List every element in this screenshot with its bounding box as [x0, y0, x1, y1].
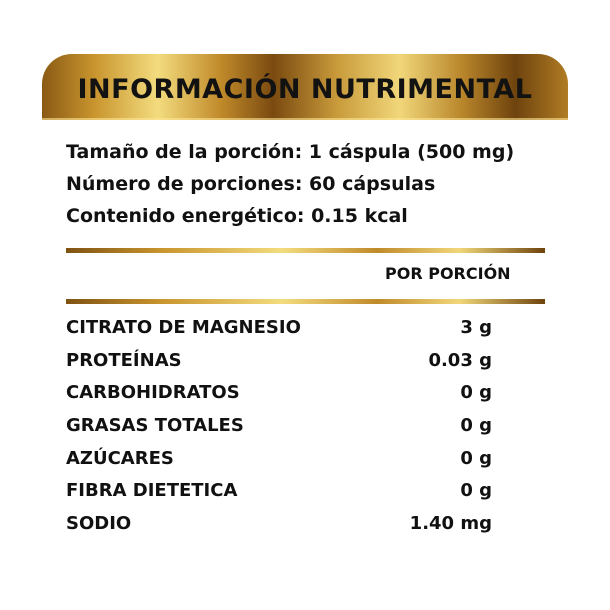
nutrient-value: 0.03 g	[428, 349, 492, 371]
energy-content: Contenido energético: 0.15 kcal	[66, 205, 408, 227]
nutrient-value: 0 g	[460, 415, 492, 437]
nutrient-value: 1.40 mg	[409, 513, 492, 535]
table-row: AZÚCARES 0 g	[66, 443, 492, 476]
table-row: CITRATO DE MAGNESIO 3 g	[66, 312, 492, 345]
table-row: PROTEÍNAS 0.03 g	[66, 345, 492, 378]
nutrient-name: CARBOHIDRATOS	[66, 382, 240, 404]
nutrient-table: CITRATO DE MAGNESIO 3 g PROTEÍNAS 0.03 g C…	[66, 312, 492, 541]
nutrient-value: 0 g	[460, 480, 492, 502]
nutrient-name: PROTEÍNAS	[66, 349, 182, 371]
column-header-per-serving: POR PORCIÓN	[385, 264, 511, 283]
nutrient-value: 0 g	[460, 447, 492, 469]
nutrient-name: GRASAS TOTALES	[66, 415, 244, 437]
page-title: INFORMACIÓN NUTRIMENTAL	[77, 73, 533, 105]
nutrient-name: SODIO	[66, 513, 132, 535]
servings-count: Número de porciones: 60 cápsulas	[66, 173, 436, 195]
nutrient-value: 3 g	[460, 317, 492, 338]
nutrient-name: FIBRA DIETETICA	[66, 480, 238, 502]
nutrient-value: 0 g	[460, 382, 492, 404]
divider-bottom	[66, 299, 545, 304]
table-row: GRASAS TOTALES 0 g	[66, 410, 492, 443]
table-row: SODIO 1.40 mg	[66, 508, 492, 541]
divider-top	[66, 248, 545, 253]
serving-info: Tamaño de la porción: 1 cáspula (500 mg)…	[66, 136, 514, 232]
serving-size: Tamaño de la porción: 1 cáspula (500 mg)	[66, 141, 515, 163]
nutrient-name: CITRATO DE MAGNESIO	[66, 317, 301, 338]
nutrient-name: AZÚCARES	[66, 447, 174, 469]
header-banner: INFORMACIÓN NUTRIMENTAL	[42, 54, 568, 120]
table-row: CARBOHIDRATOS 0 g	[66, 377, 492, 410]
table-row: FIBRA DIETETICA 0 g	[66, 475, 492, 508]
